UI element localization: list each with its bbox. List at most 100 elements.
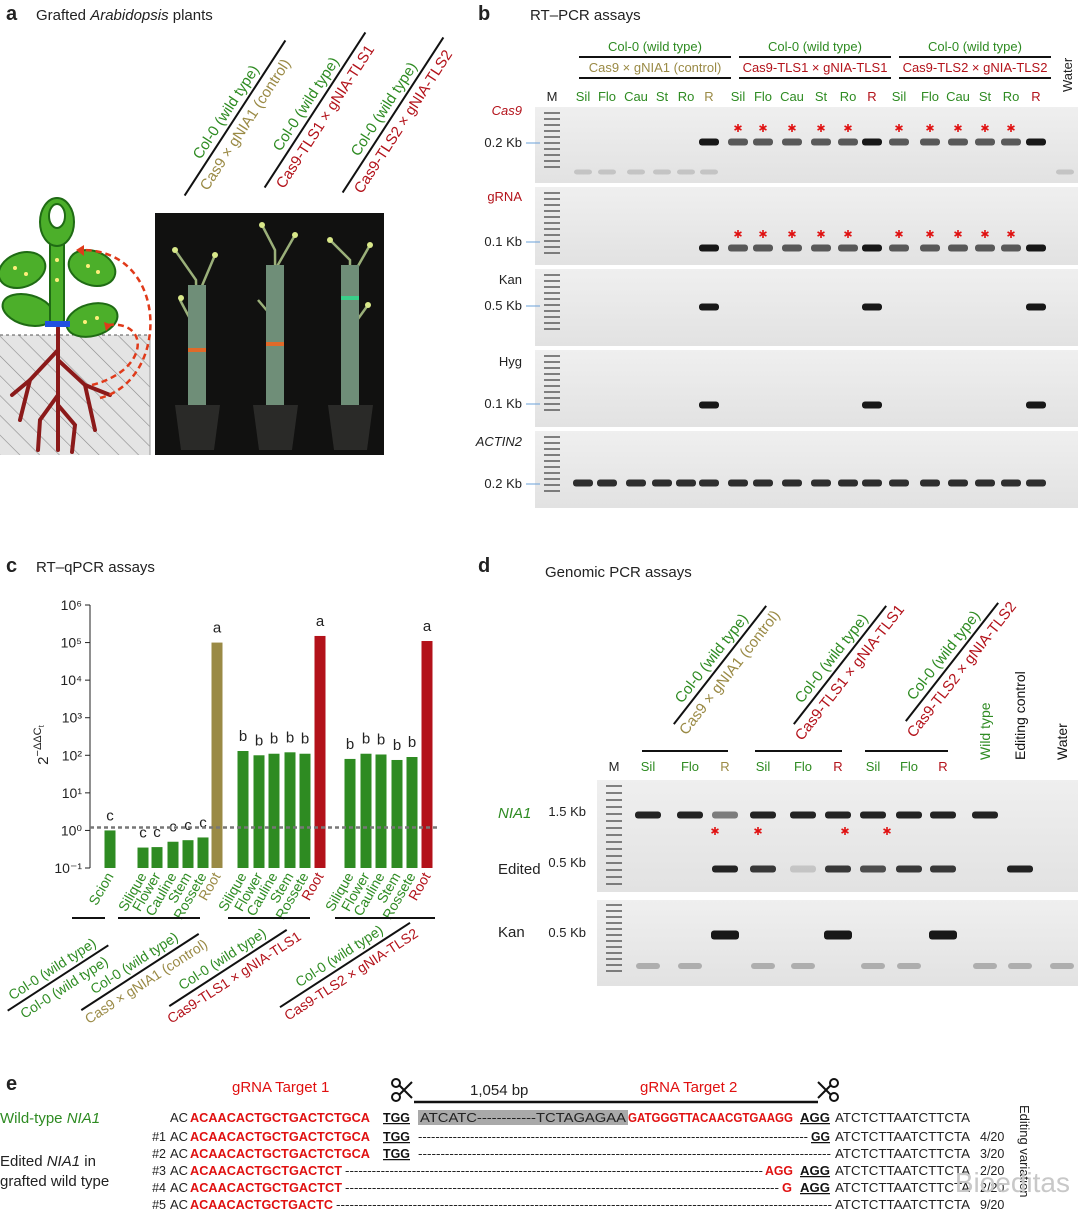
gel <box>535 350 1078 427</box>
group-label: Col-0 (wild type) Cas9 × gNIA1 (control) <box>579 39 731 79</box>
asterisk-stroke <box>981 125 989 131</box>
asterisk-stroke <box>754 828 762 834</box>
asterisk <box>926 124 934 132</box>
sequence: ----------------------------------------… <box>345 1164 763 1178</box>
bar <box>344 758 356 868</box>
sequence: GATGGGTTACAACGTGAAGG <box>628 1111 793 1125</box>
lane-label: Cau <box>624 89 648 104</box>
variant-fraction: 2/20 <box>980 1164 1004 1178</box>
sequence: ATCATC------------TCTAGAGAA <box>420 1111 627 1125</box>
variant-id: #5 <box>152 1198 166 1212</box>
significance-letter: c <box>139 825 147 842</box>
group-top: Col-0 (wild type) <box>768 39 862 54</box>
divider <box>80 933 200 1011</box>
y-tick-label: 10⁵ <box>61 635 82 651</box>
sequence: ACAACACTGCTGACTC <box>190 1198 333 1212</box>
bar <box>167 841 179 868</box>
row-label: Edited NIA1 in <box>0 1153 96 1170</box>
significance-letter: a <box>213 620 222 637</box>
group-top: Col-0 (wild type) <box>608 39 702 54</box>
divider <box>673 605 767 725</box>
band <box>929 930 957 940</box>
asterisk <box>754 827 762 835</box>
band <box>862 401 882 409</box>
band <box>920 244 940 252</box>
deleted-region <box>418 1110 628 1125</box>
sequence: AGG <box>800 1111 830 1125</box>
sequence: TGG <box>383 1130 410 1144</box>
y-tick-label: 10⁻¹ <box>54 860 82 876</box>
band <box>678 963 702 969</box>
band <box>860 865 886 873</box>
band <box>574 169 592 175</box>
band <box>711 930 739 940</box>
lane-label: St <box>656 89 669 104</box>
group-label: Col-0 (wild type)Cas9-TLS2 × gNIA-TLS2 <box>904 599 1020 741</box>
band <box>676 479 696 487</box>
label-part: in <box>80 1153 96 1170</box>
gel <box>535 187 1078 265</box>
band <box>948 244 968 252</box>
row-label: gRNA <box>487 189 522 204</box>
asterisk <box>817 124 825 132</box>
sequence: ATCTCTTAATCTTCTA <box>835 1198 971 1212</box>
sequence: G <box>782 1181 792 1195</box>
y-tick-label: 10⁰ <box>61 822 83 838</box>
band <box>728 479 748 487</box>
column-header: Editing variation <box>1017 1105 1032 1198</box>
variant-id: #4 <box>152 1181 166 1195</box>
bar <box>360 753 372 868</box>
band <box>811 244 831 252</box>
asterisk <box>844 230 852 238</box>
band <box>699 138 719 146</box>
asterisk-stroke <box>926 231 934 237</box>
band <box>750 811 776 819</box>
sequence: TGG <box>383 1111 410 1125</box>
lane-label: Ro <box>840 89 857 104</box>
lane-label: Flo <box>900 759 918 774</box>
group-bottom: Cas9-TLS2 × gNIA-TLS2 <box>903 60 1048 75</box>
y-tick-label: 10¹ <box>62 785 83 801</box>
lane-label: R <box>833 759 842 774</box>
panel-letter: e <box>6 1073 17 1095</box>
band <box>652 479 672 487</box>
significance-letter: c <box>153 824 161 841</box>
asterisk <box>788 230 796 238</box>
asterisk <box>981 230 989 238</box>
divider <box>7 944 109 1012</box>
row-label: Cas9 <box>492 103 522 118</box>
band <box>1001 244 1021 252</box>
group-label: Col-0 (wild type) Cas9-TLS1 × gNIA-TLS1 <box>739 39 891 79</box>
band <box>1008 963 1032 969</box>
lane-label: Flo <box>794 759 812 774</box>
lane-label: R <box>720 759 729 774</box>
asterisk-stroke <box>981 231 989 237</box>
lane-label: Sil <box>866 759 881 774</box>
band <box>728 244 748 252</box>
lane-label: Sil <box>892 89 907 104</box>
lane-label: Editing control <box>1012 671 1028 760</box>
band <box>975 138 995 146</box>
panel-title: Genomic PCR assays <box>545 564 692 581</box>
sequence: AC <box>170 1147 188 1161</box>
band <box>862 244 882 252</box>
size-label: 0.5 Kb <box>484 298 522 313</box>
panel-letter: c <box>6 555 17 577</box>
asterisk-stroke <box>817 125 825 131</box>
significance-letter: b <box>270 731 278 748</box>
lane-label: Water <box>1060 57 1075 92</box>
lane-label: Flo <box>921 89 939 104</box>
plant-diagram <box>0 197 152 455</box>
significance-letter: c <box>169 819 177 836</box>
asterisk-stroke <box>1007 231 1015 237</box>
sequence: GG <box>811 1130 830 1144</box>
asterisk <box>954 230 962 238</box>
asterisk-stroke <box>954 125 962 131</box>
row-label: Hyg <box>499 354 522 369</box>
significance-letter: b <box>255 732 263 749</box>
band <box>897 963 921 969</box>
y-tick-label: 10⁶ <box>61 597 82 613</box>
band <box>975 244 995 252</box>
sequence: AC <box>170 1130 188 1144</box>
band <box>811 138 831 146</box>
